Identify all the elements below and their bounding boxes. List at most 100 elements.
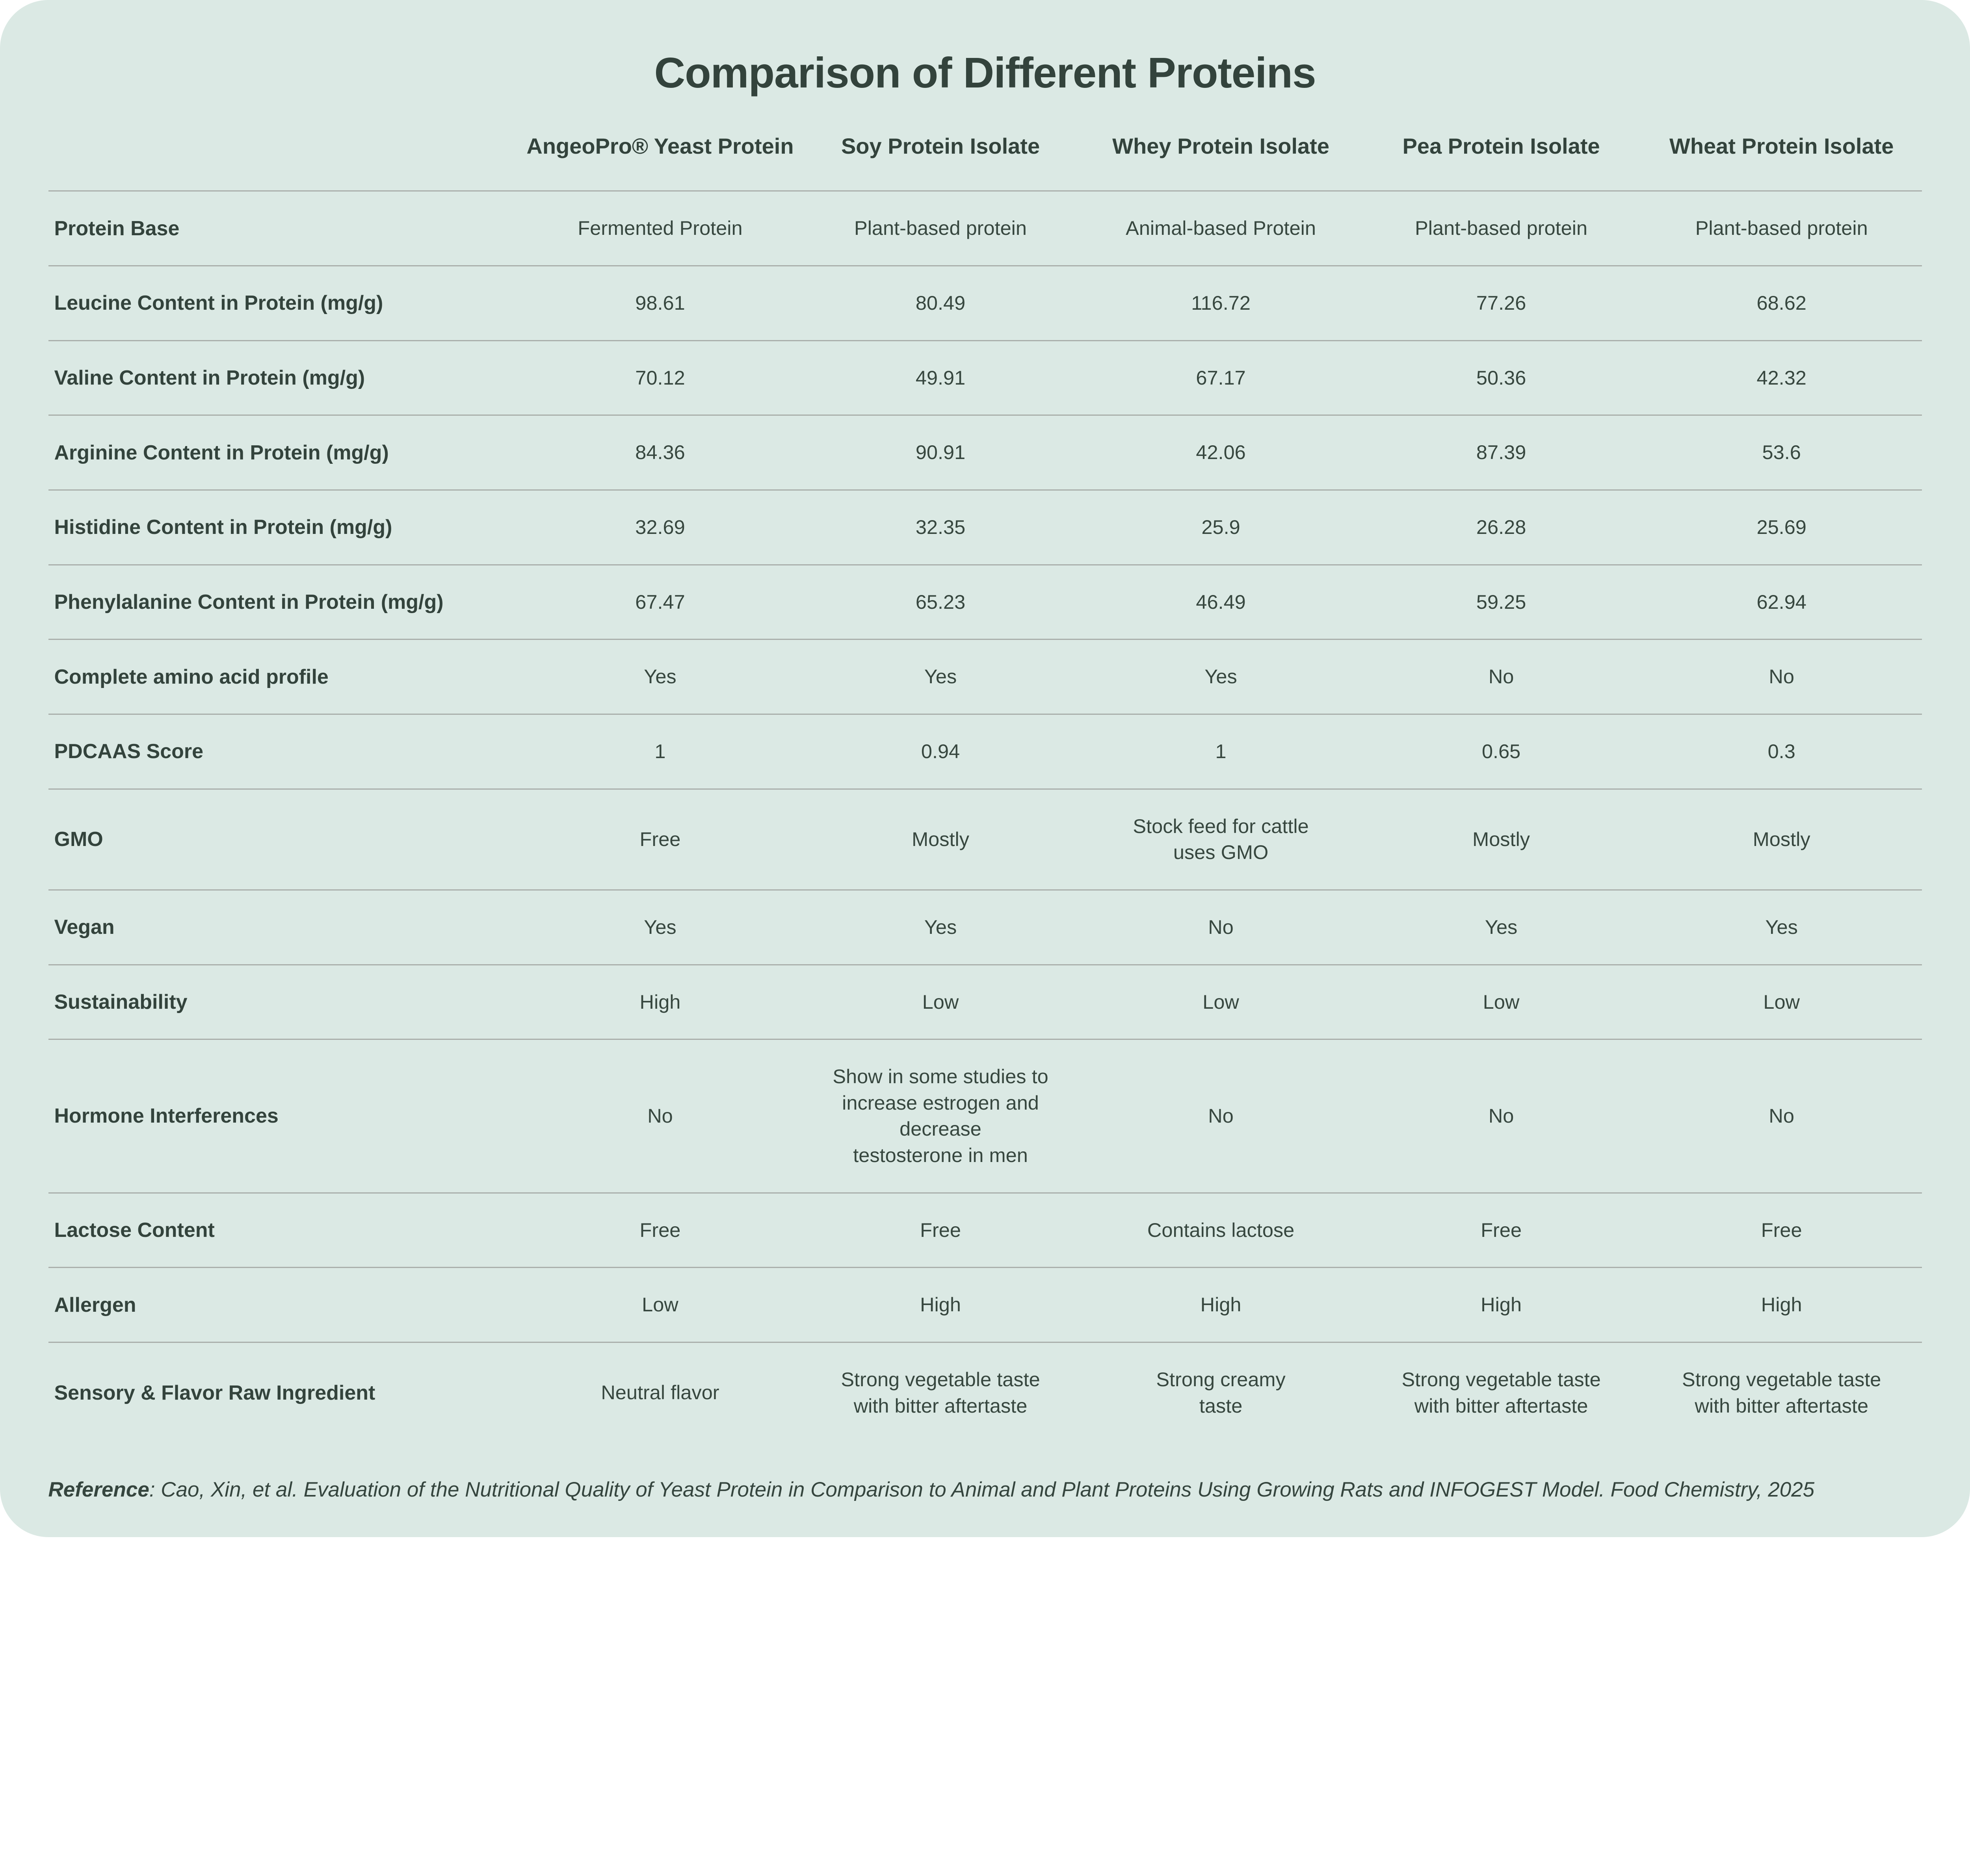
- reference-note: Reference: Cao, Xin, et al. Evaluation o…: [48, 1474, 1922, 1506]
- table-cell: 65.23: [800, 565, 1081, 640]
- column-header-pea-protein-isolate: Pea Protein Isolate: [1361, 129, 1641, 192]
- table-cell: No: [520, 1039, 801, 1194]
- reference-separator: :: [149, 1478, 161, 1502]
- table-cell: 25.9: [1080, 490, 1361, 565]
- table-cell: Low: [800, 965, 1081, 1040]
- row-label: Hormone Interferences: [48, 1039, 520, 1194]
- table-cell: Yes: [1361, 890, 1641, 965]
- table-cell: Free: [520, 1193, 801, 1268]
- table-cell: 87.39: [1361, 415, 1641, 491]
- table-cell: No: [1080, 1039, 1361, 1194]
- table-cell: Animal-based Protein: [1080, 191, 1361, 266]
- table-row: Sustainability High Low Low Low Low: [48, 965, 1922, 1040]
- row-label: Protein Base: [48, 191, 520, 266]
- table-cell: Show in some studies to increase estroge…: [800, 1039, 1081, 1194]
- table-cell: Plant-based protein: [1641, 191, 1922, 266]
- table-cell: No: [1080, 890, 1361, 965]
- table-cell: 80.49: [800, 266, 1081, 341]
- header-spacer-cell: [48, 129, 520, 192]
- table-row: GMO Free Mostly Stock feed for cattle uses …: [48, 789, 1922, 891]
- table-cell: No: [1361, 639, 1641, 715]
- row-label: Arginine Content in Protein (mg/g): [48, 415, 520, 491]
- table-cell: Strong vegetable taste with bitter after…: [1682, 1368, 1881, 1417]
- table-cell: Strong creamy taste: [1156, 1368, 1286, 1417]
- table-cell: 62.94: [1641, 565, 1922, 640]
- table-row: Hormone Interferences No Show in some stud…: [48, 1039, 1922, 1194]
- table-cell: Low: [1361, 965, 1641, 1040]
- table-row: Vegan Yes Yes No Yes Yes: [48, 890, 1922, 965]
- table-cell: 49.91: [800, 340, 1081, 416]
- table-cell: High: [800, 1267, 1081, 1343]
- row-label: Histidine Content in Protein (mg/g): [48, 490, 520, 565]
- table-row: Phenylalanine Content in Protein (mg/g) 6…: [48, 565, 1922, 640]
- row-label: Lactose Content: [48, 1193, 520, 1268]
- table-cell: Free: [1641, 1193, 1922, 1268]
- table-header: AngeoPro® Yeast Protein Soy Protein Isol…: [48, 129, 1922, 192]
- table-cell: 42.32: [1641, 340, 1922, 416]
- table-cell: Mostly: [800, 789, 1081, 891]
- table-cell: No: [1641, 1039, 1922, 1194]
- table-row: Histidine Content in Protein (mg/g) 32.69…: [48, 490, 1922, 565]
- table-cell: Free: [800, 1193, 1081, 1268]
- table-cell: 70.12: [520, 340, 801, 416]
- reference-text: Cao, Xin, et al. Evaluation of the Nutri…: [161, 1478, 1815, 1502]
- table-cell: Free: [1361, 1193, 1641, 1268]
- table-cell: No: [1361, 1039, 1641, 1194]
- table-cell: 25.69: [1641, 490, 1922, 565]
- table-row: Leucine Content in Protein (mg/g) 98.61 80…: [48, 266, 1922, 341]
- row-label: Sustainability: [48, 965, 520, 1040]
- table-row: Protein Base Fermented Protein Plant-based…: [48, 191, 1922, 266]
- table-cell: Contains lactose: [1080, 1193, 1361, 1268]
- table-cell: High: [1641, 1267, 1922, 1343]
- column-header-angeopro-yeast-protein: AngeoPro® Yeast Protein: [520, 129, 801, 192]
- table-cell: 1: [1080, 714, 1361, 790]
- table-cell: 0.65: [1361, 714, 1641, 790]
- table-cell: 53.6: [1641, 415, 1922, 491]
- table-cell: 77.26: [1361, 266, 1641, 341]
- header-row: AngeoPro® Yeast Protein Soy Protein Isol…: [48, 129, 1922, 192]
- table-cell: High: [1080, 1267, 1361, 1343]
- table-cell: Mostly: [1361, 789, 1641, 891]
- table-row: Lactose Content Free Free Contains lactose F…: [48, 1193, 1922, 1268]
- table-body: Protein Base Fermented Protein Plant-based…: [48, 191, 1922, 1443]
- table-cell: Yes: [520, 890, 801, 965]
- table-row: PDCAAS Score 1 0.94 1 0.65 0.3: [48, 714, 1922, 790]
- table-cell: 67.17: [1080, 340, 1361, 416]
- table-cell: 32.35: [800, 490, 1081, 565]
- reference-label: Reference: [48, 1478, 149, 1502]
- column-header-wheat-protein-isolate: Wheat Protein Isolate: [1641, 129, 1922, 192]
- row-label: PDCAAS Score: [48, 714, 520, 790]
- table-row: Valine Content in Protein (mg/g) 70.12 49.…: [48, 340, 1922, 416]
- table-cell: 46.49: [1080, 565, 1361, 640]
- table-cell: High: [1361, 1267, 1641, 1343]
- table-cell: Strong vegetable taste with bitter after…: [1401, 1368, 1601, 1417]
- table-cell: 1: [520, 714, 801, 790]
- table-cell: High: [520, 965, 801, 1040]
- row-label: Valine Content in Protein (mg/g): [48, 340, 520, 416]
- table-cell: 67.47: [520, 565, 801, 640]
- table-cell: 98.61: [520, 266, 801, 341]
- table-cell: 59.25: [1361, 565, 1641, 640]
- row-label: Sensory & Flavor Raw Ingredient: [54, 1381, 375, 1404]
- table-cell: Free: [520, 789, 801, 891]
- table-cell: 68.62: [1641, 266, 1922, 341]
- table-cell: Yes: [800, 890, 1081, 965]
- table-cell: 84.36: [520, 415, 801, 491]
- table-cell: No: [1641, 639, 1922, 715]
- page-title: Comparison of Different Proteins: [654, 49, 1316, 97]
- table-cell: 0.94: [800, 714, 1081, 790]
- table-cell: 26.28: [1361, 490, 1641, 565]
- row-label: Vegan: [48, 890, 520, 965]
- row-label: Leucine Content in Protein (mg/g): [48, 266, 520, 341]
- table-cell: 50.36: [1361, 340, 1641, 416]
- table-row: Sensory & Flavor Raw Ingredient Neutral f…: [48, 1342, 1922, 1443]
- table-row: Complete amino acid profile Yes Yes Yes No No: [48, 639, 1922, 715]
- row-label: GMO: [48, 789, 520, 891]
- table-cell: 32.69: [520, 490, 801, 565]
- table-cell: Yes: [1641, 890, 1922, 965]
- table-cell: 90.91: [800, 415, 1081, 491]
- row-label: Complete amino acid profile: [48, 639, 520, 715]
- table-cell: 0.3: [1641, 714, 1922, 790]
- table-cell: Mostly: [1641, 789, 1922, 891]
- table-cell: Fermented Protein: [520, 191, 801, 266]
